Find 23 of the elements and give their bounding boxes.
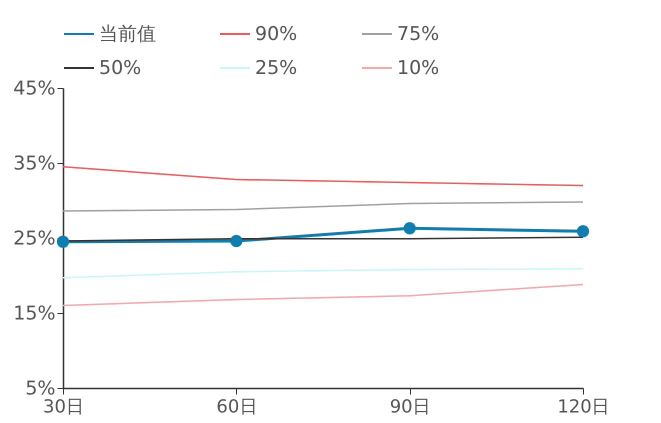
line-series	[62, 284, 584, 306]
y-tick-label: 15%	[13, 302, 56, 324]
x-tick-label: 30日	[43, 396, 84, 418]
legend-label: 50%	[99, 57, 142, 79]
line-series	[62, 268, 584, 278]
point	[404, 222, 416, 234]
y-tick-label: 5%	[25, 378, 56, 400]
x-tick-label: 60日	[216, 396, 258, 418]
legend-label: 25%	[255, 57, 298, 79]
legend-label: 10%	[397, 57, 440, 79]
x-tick-label: 120日	[557, 396, 610, 418]
line-series	[62, 201, 584, 212]
y-tick-label: 35%	[13, 152, 56, 174]
y-tick-label: 45%	[13, 78, 56, 100]
line-series	[62, 166, 584, 186]
legend-label: 当前值	[99, 23, 156, 45]
legend-label: 90%	[255, 23, 298, 45]
x-tick-label: 90日	[390, 396, 431, 418]
point	[230, 234, 242, 248]
point	[576, 225, 590, 238]
legend-label: 75%	[397, 23, 440, 45]
y-tick-label: 25%	[13, 228, 56, 250]
point	[56, 236, 70, 248]
